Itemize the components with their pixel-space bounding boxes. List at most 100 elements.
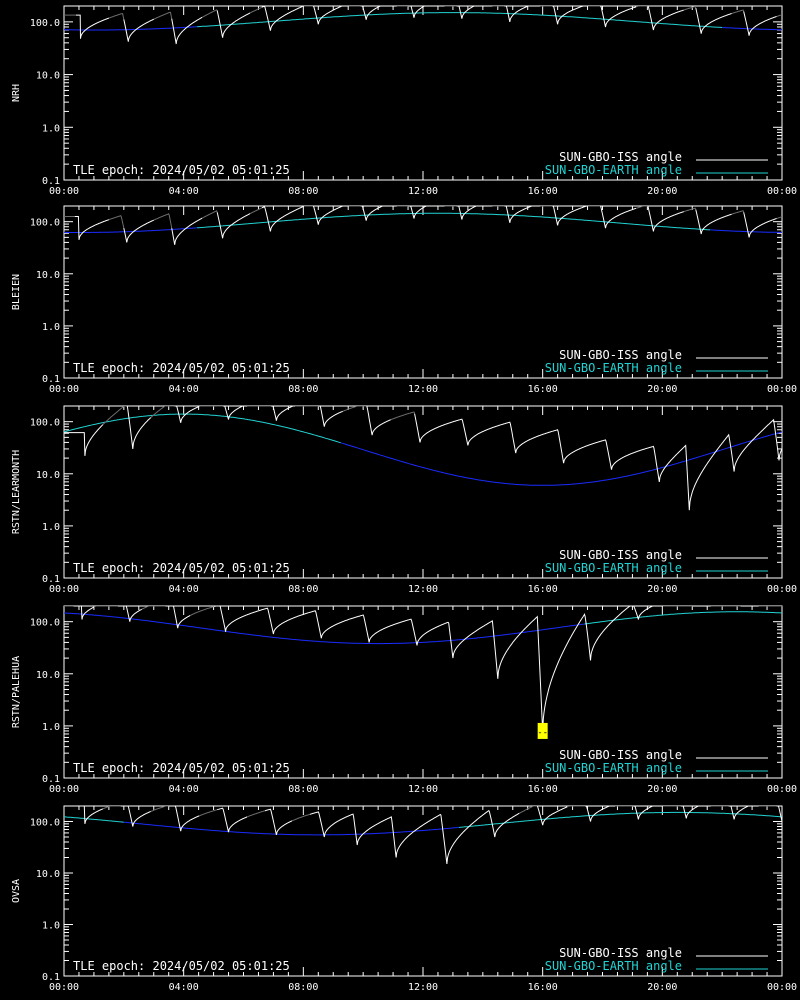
iss-angle-line [504,6,541,22]
y-tick-label: 10.0 [36,270,60,281]
iss-angle-line [312,206,349,225]
x-tick-label: 20:00 [647,186,677,197]
x-tick-label: 00:00 [49,784,79,795]
x-tick-label: 16:00 [528,584,558,595]
y-tick-label: 100.0 [30,618,60,629]
x-tick-label: 12:00 [408,584,438,595]
x-tick-label: 00:00 [49,982,79,993]
earth-angle-line [197,212,711,231]
iss-angle-line [74,216,110,240]
earth-angle-line [340,431,782,486]
y-axis-label: RSTN/PALEHUA [11,656,22,728]
chart-panel-1: 0.1 1.0 10.0 100.0 NRH 00:00 04:00 08:00 12:00 16… [11,5,797,197]
iss-angle-line [93,606,118,608]
iss-angle-line [108,215,125,229]
iss-angle-line [776,14,782,17]
iss-angle-line [223,406,248,420]
iss-angle-line [647,6,685,31]
x-tick-label: 00:00 [767,384,797,395]
iss-angle-line [73,606,95,620]
x-tick-label: 00:00 [49,384,79,395]
iss-angle-line [312,6,349,25]
legend-earth-label: SUN-GBO-EARTH angle [545,959,682,973]
iss-angle-line [64,806,104,825]
earth-angle-line [64,612,585,645]
iss-angle-line [102,806,121,810]
plot-area [64,206,782,245]
x-tick-label: 00:00 [767,784,797,795]
x-tick-label: 08:00 [288,982,318,993]
y-tick-label: 0.1 [42,176,60,187]
data-marker-label: -- [537,728,548,738]
iss-angle-line [153,213,173,229]
iss-angle-line [776,806,782,822]
y-axis-label: BLEIEN [11,274,22,310]
data-marker [537,722,548,739]
x-tick-label: 04:00 [169,186,199,197]
iss-angle-line [291,813,311,822]
x-tick-label: 00:00 [49,584,79,595]
y-tick-label: 1.0 [42,522,60,533]
plot-area [64,806,782,864]
iss-angle-line [728,806,759,820]
legend-earth-label: SUN-GBO-EARTH angle [545,163,682,177]
iss-angle-line [150,806,169,812]
x-tick-label: 00:00 [767,584,797,595]
y-tick-label: 1.0 [42,322,60,333]
iss-angle-line [414,413,782,511]
iss-angle-line [217,807,248,833]
x-tick-label: 08:00 [288,584,318,595]
iss-angle-line [600,6,637,28]
iss-angle-line [695,209,732,235]
iss-angle-line [261,206,305,232]
iss-angle-line [731,210,745,215]
iss-angle-line [168,806,200,832]
iss-angle-line [360,6,397,20]
iss-angle-line [249,6,263,14]
plot-area [64,406,782,511]
iss-angle-line [647,206,685,232]
iss-angle-line [566,806,586,808]
earth-angle-line [64,413,341,444]
iss-angle-line [261,6,304,31]
iss-angle-line [390,411,416,421]
earth-angle-line [584,611,782,625]
iss-angle-line [171,217,203,245]
x-tick-label: 20:00 [647,384,677,395]
y-tick-label: 100.0 [30,18,60,29]
y-tick-label: 10.0 [36,71,60,82]
earth-angle-line [197,12,723,28]
x-tick-label: 12:00 [408,982,438,993]
earth-angle-line [64,26,198,31]
tle-epoch-label: TLE epoch: 2024/05/02 05:01:25 [73,959,290,973]
y-axis-label: RSTN/LEARMONTH [11,450,22,534]
iss-angle-line [552,206,589,226]
x-tick-label: 04:00 [169,584,199,595]
x-tick-label: 20:00 [647,584,677,595]
x-tick-label: 08:00 [288,784,318,795]
tle-epoch-label: TLE epoch: 2024/05/02 05:01:25 [73,761,290,775]
iss-angle-line [249,207,263,215]
iss-angle-line [585,806,616,822]
legend-iss-label: SUN-GBO-ISS angle [559,150,682,164]
iss-angle-line [123,18,155,42]
plot-area: -- [64,606,782,739]
x-tick-label: 04:00 [169,982,199,993]
iss-angle-line [214,606,663,733]
iss-angle-line [309,809,520,864]
iss-angle-line [108,13,125,20]
iss-angle-line [456,6,493,19]
iss-angle-line [153,11,173,20]
earth-angle-line [64,816,124,823]
x-tick-label: 00:00 [767,186,797,197]
x-tick-label: 04:00 [169,784,199,795]
x-tick-label: 16:00 [528,784,558,795]
x-tick-label: 08:00 [288,186,318,197]
iss-angle-line [120,806,152,827]
x-tick-label: 00:00 [767,982,797,993]
iss-angle-line [683,6,697,11]
x-tick-label: 20:00 [647,784,677,795]
iss-angle-line [141,606,166,610]
iss-angle-line [366,406,391,436]
